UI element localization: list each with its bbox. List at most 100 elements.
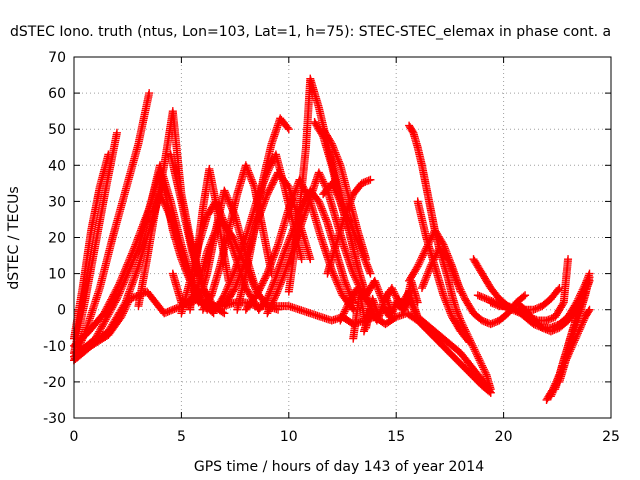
x-tick-label: 15	[387, 429, 405, 445]
plus-marker	[283, 123, 292, 132]
plus-marker	[230, 267, 239, 276]
plus-marker	[108, 303, 117, 312]
plus-marker	[160, 199, 169, 208]
plus-marker	[163, 206, 172, 215]
plus-marker	[129, 293, 138, 302]
plus-marker	[112, 294, 121, 303]
plus-marker	[165, 307, 174, 316]
plus-marker	[244, 168, 253, 177]
plus-marker	[120, 305, 129, 314]
plus-marker	[221, 287, 230, 296]
plus-marker	[121, 275, 130, 284]
plus-marker	[228, 271, 237, 280]
plus-marker	[125, 294, 134, 303]
plus-marker	[101, 315, 110, 324]
data-points	[70, 74, 594, 404]
plus-marker	[71, 348, 80, 357]
plus-marker	[161, 308, 170, 317]
plus-marker	[117, 284, 126, 293]
plus-marker	[245, 170, 254, 179]
plus-marker	[128, 258, 137, 267]
plus-marker	[206, 292, 215, 301]
plus-marker	[83, 343, 92, 352]
plus-marker	[103, 312, 112, 321]
plus-marker	[116, 287, 125, 296]
plus-marker	[109, 301, 118, 310]
plus-marker	[220, 186, 229, 195]
plus-marker	[76, 346, 85, 355]
plus-marker	[223, 284, 232, 293]
plus-marker	[218, 308, 227, 317]
plus-marker	[248, 177, 257, 186]
plus-marker	[122, 302, 131, 311]
plus-marker	[220, 309, 229, 318]
plus-marker	[221, 190, 230, 199]
plus-marker	[227, 275, 236, 284]
plus-marker	[564, 255, 573, 264]
plus-marker	[243, 164, 252, 173]
plus-marker	[229, 269, 238, 278]
plus-marker	[98, 320, 107, 329]
plus-marker	[118, 311, 127, 320]
y-tick-label: 60	[48, 86, 66, 102]
plus-marker	[267, 159, 276, 168]
plus-marker	[163, 307, 172, 316]
plus-marker	[224, 280, 233, 289]
plus-marker	[123, 269, 132, 278]
plus-marker	[249, 181, 258, 190]
plus-marker	[112, 128, 121, 137]
plus-marker	[82, 343, 91, 352]
plus-marker	[145, 89, 154, 98]
plus-marker	[80, 344, 89, 353]
plus-marker	[243, 166, 252, 175]
plus-marker	[116, 285, 125, 294]
plus-marker	[222, 285, 231, 294]
plus-marker	[262, 271, 271, 280]
plus-marker	[123, 300, 132, 309]
y-tick-label: 10	[48, 267, 66, 283]
plus-marker	[122, 273, 131, 282]
plus-marker	[224, 282, 233, 291]
plus-marker	[129, 256, 138, 265]
plus-marker	[219, 292, 228, 301]
plus-marker	[242, 163, 251, 172]
plus-marker	[161, 201, 170, 210]
x-tick-label: 5	[177, 429, 186, 445]
plus-marker	[162, 204, 171, 213]
plus-marker	[220, 291, 229, 300]
plus-marker	[246, 172, 255, 181]
plus-marker	[167, 306, 176, 315]
y-tick-label: 50	[48, 122, 66, 138]
plus-marker	[172, 304, 181, 313]
plus-marker	[119, 280, 128, 289]
plus-marker	[78, 345, 87, 354]
plus-marker	[118, 309, 127, 318]
plus-marker	[274, 305, 283, 314]
y-tick-label: -20	[43, 375, 66, 391]
plus-marker	[249, 179, 257, 188]
x-tick-label: 0	[70, 429, 79, 445]
y-tick-label: -10	[43, 339, 66, 355]
plus-marker	[108, 292, 117, 301]
plus-marker	[306, 255, 315, 264]
plus-marker	[99, 319, 108, 328]
plus-marker	[168, 305, 177, 314]
plus-marker	[224, 195, 233, 204]
plus-marker	[96, 325, 105, 334]
plus-marker	[126, 264, 135, 273]
plus-marker	[110, 300, 119, 309]
plus-marker	[241, 161, 250, 170]
x-axis-label: GPS time / hours of day 143 of year 2014	[194, 459, 484, 475]
y-tick-label: 0	[57, 303, 66, 319]
plus-marker	[119, 307, 128, 316]
plus-marker	[100, 317, 109, 326]
plus-marker	[111, 298, 120, 307]
plus-marker	[297, 255, 306, 264]
y-tick-label: -30	[43, 411, 66, 427]
plus-marker	[122, 271, 131, 280]
plus-marker	[222, 191, 231, 200]
plus-marker	[112, 296, 121, 305]
x-tick-label: 25	[602, 429, 620, 445]
